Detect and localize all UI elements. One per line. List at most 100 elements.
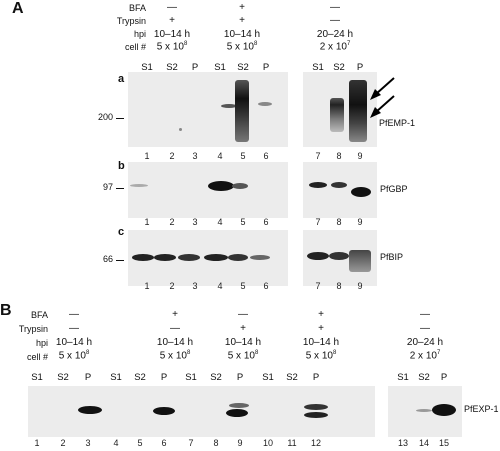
b-lane-number: 10 (262, 438, 273, 448)
b-lane-header: S2 (134, 372, 146, 383)
blot-b-left (128, 162, 288, 218)
band (309, 182, 327, 188)
blot-a-letter: a (118, 73, 125, 85)
band (204, 254, 228, 261)
blot-c-lane-number: 1 (144, 281, 150, 291)
a-lane-header: S2 (237, 62, 249, 73)
band (232, 183, 248, 189)
band (228, 254, 248, 261)
b-lane-number: 6 (161, 438, 167, 448)
panel-a-letter: A (12, 0, 24, 17)
a-lane-header: P (356, 62, 364, 73)
a-lane-header: S1 (214, 62, 226, 73)
b-lane-header: S2 (57, 372, 69, 383)
blot-b-lane-number: 8 (336, 217, 342, 227)
blot-a-lane-number: 6 (263, 151, 269, 161)
blot-a-lane-number: 9 (357, 151, 363, 161)
a-row-label-hpi: hpi (133, 29, 146, 39)
band (78, 406, 102, 414)
b-lane-number: 14 (418, 438, 429, 448)
blot-c-lane-number: 3 (192, 281, 198, 291)
band (416, 409, 432, 412)
blot-b-lane-number: 3 (192, 217, 198, 227)
blot-c-lane-number: 5 (240, 281, 246, 291)
b-lane-number: 2 (60, 438, 66, 448)
blot-panel-b-left (28, 386, 375, 437)
band (307, 252, 329, 260)
band (250, 255, 270, 260)
blot-a-protein: PfEMP-1 (379, 118, 416, 128)
blot-b-marker-tick (116, 188, 124, 189)
blot-b-marker: 97 (102, 182, 113, 192)
b-g2-cells: 5 x 108 (159, 350, 191, 362)
blot-c-protein: PfBIP (380, 252, 404, 262)
blot-a-lane-number: 7 (315, 151, 321, 161)
b-lane-header: P (236, 372, 244, 383)
b-g3-trypsin: + (240, 323, 246, 334)
b-lane-header: S2 (286, 372, 298, 383)
band (229, 403, 249, 408)
band (349, 250, 371, 272)
a-g1-cells: 5 x 108 (156, 41, 188, 53)
a-g2-trypsin: + (239, 15, 245, 26)
b-lane-header: P (84, 372, 92, 383)
blot-c-lane-number: 4 (217, 281, 223, 291)
b-lane-header: S1 (262, 372, 274, 383)
a-g1-bfa: — (167, 2, 177, 13)
a-row-label-trypsin: Trypsin (116, 16, 146, 26)
b-lane-number: 4 (113, 438, 119, 448)
blot-a-lane-number: 5 (240, 151, 246, 161)
blot-b-lane-number: 9 (357, 217, 363, 227)
b-row-label-trypsin: Trypsin (18, 324, 48, 334)
a-g2-hpi: 10–14 h (223, 29, 261, 40)
b-g1-hpi: 10–14 h (55, 337, 93, 348)
a-g3-bfa: — (330, 2, 340, 13)
b-g4-bfa: + (318, 309, 324, 320)
b-g5-cells: 2 x 107 (409, 350, 441, 362)
blot-panel-b-right (388, 386, 462, 437)
blot-a-lane-number: 2 (169, 151, 175, 161)
panel-b-letter: B (0, 302, 12, 319)
b-lane-number: 7 (188, 438, 194, 448)
a-g1-hpi: 10–14 h (153, 29, 191, 40)
b-lane-number: 5 (137, 438, 143, 448)
band (235, 80, 249, 142)
b-g5-bfa: — (420, 309, 430, 320)
band (349, 80, 367, 142)
a-g3-cells: 2 x 107 (319, 41, 351, 53)
blot-c-lane-number: 9 (357, 281, 363, 291)
band (226, 409, 248, 417)
b-g1-trypsin: — (69, 323, 79, 334)
blot-b-lane-number: 5 (240, 217, 246, 227)
blot-b-protein: PfGBP (380, 184, 408, 194)
blot-c-lane-number: 7 (315, 281, 321, 291)
b-lane-number: 3 (85, 438, 91, 448)
b-lane-number: 9 (237, 438, 243, 448)
band (221, 104, 237, 108)
b-lane-number: 13 (397, 438, 408, 448)
b-g4-trypsin: + (318, 323, 324, 334)
blot-panel-b-protein: PfEXP-1 (464, 404, 499, 414)
a-g3-hpi: 20–24 h (316, 29, 354, 40)
b-g3-hpi: 10–14 h (224, 337, 262, 348)
blot-b-lane-number: 1 (144, 217, 150, 227)
band (178, 254, 200, 261)
blot-c-lane-number: 6 (263, 281, 269, 291)
b-lane-header: S2 (418, 372, 430, 383)
band (351, 187, 371, 197)
blot-a-marker: 200 (97, 112, 113, 122)
a-lane-header: S2 (333, 62, 345, 73)
a-row-label-bfa: BFA (128, 3, 146, 13)
b-g5-hpi: 20–24 h (406, 337, 444, 348)
band (329, 252, 349, 260)
b-lane-header: S1 (31, 372, 43, 383)
arrow-icon (370, 95, 395, 118)
a-lane-header: S1 (312, 62, 324, 73)
a-g3-trypsin: — (330, 15, 340, 26)
b-g5-trypsin: — (420, 323, 430, 334)
blot-b-lane-number: 4 (217, 217, 223, 227)
blot-c-right (303, 230, 377, 286)
b-lane-header: S2 (210, 372, 222, 383)
band (179, 128, 182, 131)
blot-a-marker-tick (116, 118, 124, 119)
